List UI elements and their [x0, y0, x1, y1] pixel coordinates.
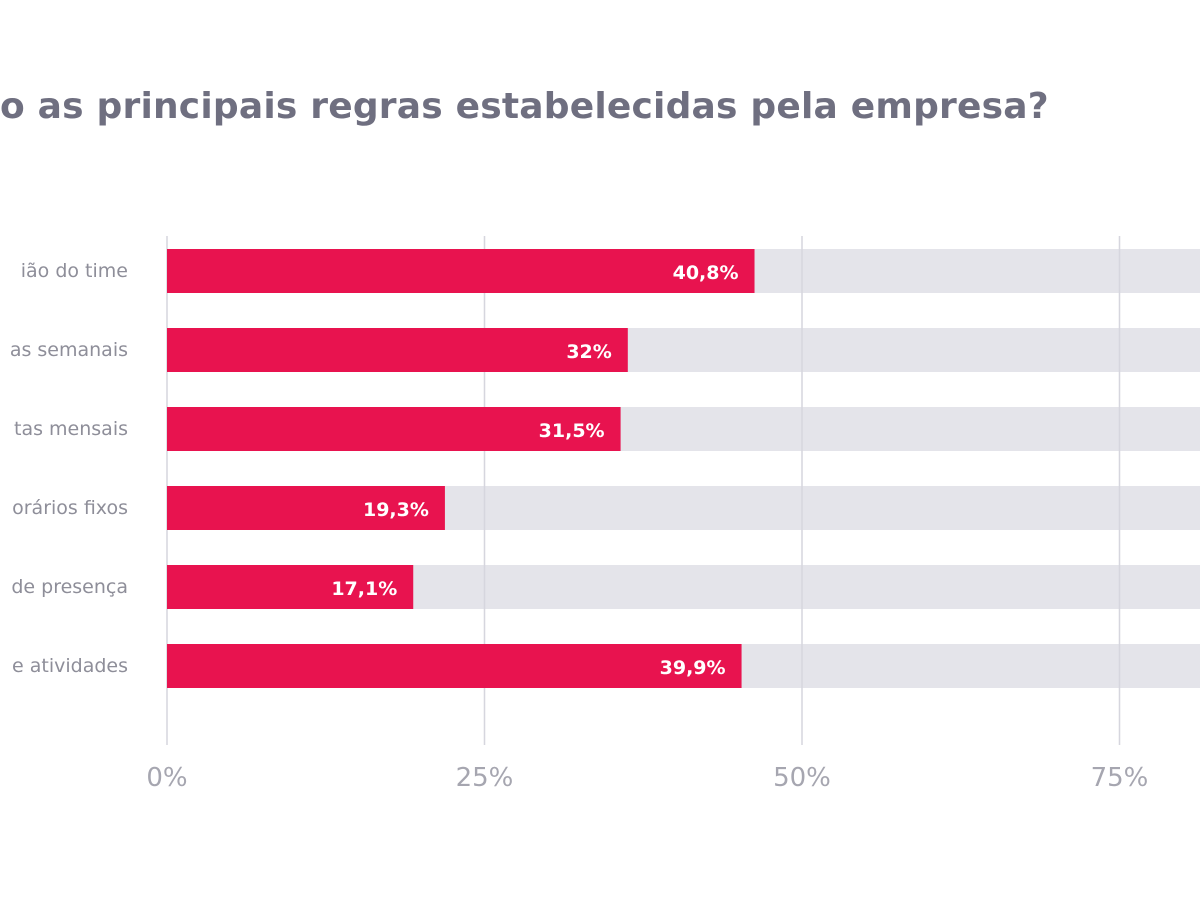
bar [167, 565, 414, 609]
value-label: 32% [566, 341, 611, 363]
x-axis: 0% 25% 50% 75% [146, 763, 1148, 793]
bar [167, 328, 628, 372]
value-label: 40,8% [673, 262, 739, 284]
category-label: e atividades [12, 655, 128, 677]
category-label: orários fixos [12, 497, 128, 519]
category-label: de presença [11, 576, 128, 598]
category-label: ião do time [21, 260, 128, 282]
x-tick-label: 0% [146, 763, 187, 793]
bars: ião do time 40,8% as semanais 32% tas mensai… [10, 249, 755, 688]
bar [167, 249, 755, 293]
chart-title: o as principais regras estabelecidas pel… [0, 86, 1049, 127]
bar [167, 407, 621, 451]
bar [167, 486, 445, 530]
value-label: 31,5% [539, 420, 605, 442]
x-tick-label: 50% [773, 763, 831, 793]
value-label: 19,3% [363, 499, 429, 521]
value-label: 39,9% [660, 657, 726, 679]
value-label: 17,1% [331, 578, 397, 600]
x-tick-label: 25% [456, 763, 514, 793]
x-tick-label: 75% [1091, 763, 1149, 793]
bar [167, 644, 742, 688]
category-label: tas mensais [14, 418, 128, 440]
category-label: as semanais [10, 339, 128, 361]
